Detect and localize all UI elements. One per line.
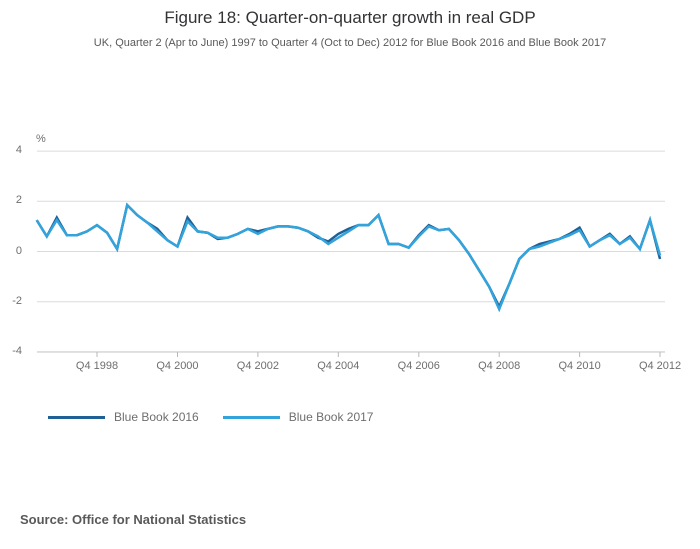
x-tick-label-q4-2002: Q4 2002	[236, 360, 279, 372]
chart-title: Figure 18: Quarter-on-quarter growth in …	[164, 8, 536, 27]
legend-swatch-blue-book-2017	[222, 415, 280, 419]
chart-subtitle: UK, Quarter 2 (Apr to June) 1997 to Quar…	[93, 37, 607, 49]
y-tick-label-0: 0	[15, 244, 22, 257]
x-tick-label-q4-2008: Q4 2008	[478, 360, 521, 372]
legend-swatch-blue-book-2016	[48, 415, 105, 419]
x-tick-label-q4-2010: Q4 2010	[558, 360, 601, 372]
y-tick-label-4: 4	[15, 144, 22, 157]
legend-item-blue-book-2017[interactable]: Blue Book 2017	[222, 410, 374, 424]
x-tick-label-q4-2012: Q4 2012	[638, 360, 682, 372]
x-tick-label-q4-2004: Q4 2004	[317, 360, 360, 372]
legend-label: Blue Book 2016	[114, 410, 199, 424]
x-tick-label-q4-1998: Q4 1998	[75, 360, 119, 372]
series-line-blue-book-2016[interactable]	[35, 202, 662, 310]
legend-label: Blue Book 2017	[288, 410, 374, 424]
y-axis-unit-label: %	[36, 133, 46, 145]
y-tick-label--2: -2	[12, 294, 22, 307]
y-tick-label-2: 2	[15, 194, 22, 207]
legend-item-blue-book-2016[interactable]: Blue Book 2016	[48, 410, 199, 424]
series-line-blue-book-2017[interactable]	[35, 202, 662, 313]
y-tick-label--4: -4	[12, 344, 22, 357]
chart-legend: Blue Book 2016 Blue Book 2017	[48, 410, 373, 424]
x-tick-label-q4-2006: Q4 2006	[397, 360, 440, 372]
x-tick-label-q4-2000: Q4 2000	[156, 360, 199, 372]
source-note: Source: Office for National Statistics	[20, 512, 247, 527]
